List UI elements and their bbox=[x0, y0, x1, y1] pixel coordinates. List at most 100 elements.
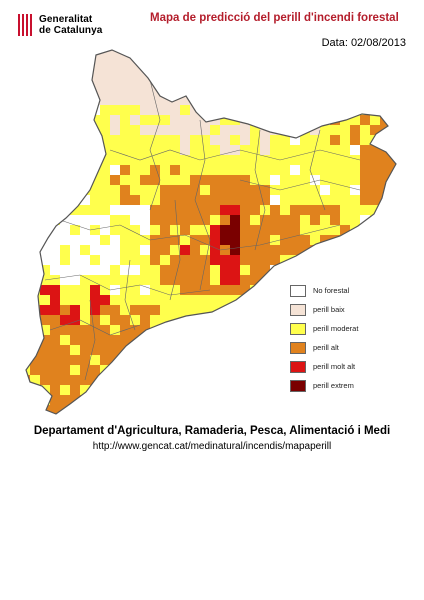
risk-cell bbox=[26, 145, 30, 155]
risk-cell bbox=[150, 85, 160, 95]
risk-cell bbox=[70, 255, 80, 265]
comarca-line bbox=[49, 319, 141, 336]
risk-cell bbox=[30, 275, 40, 285]
risk-cell bbox=[330, 105, 340, 115]
risk-cell bbox=[180, 50, 190, 55]
risk-cell bbox=[150, 375, 160, 385]
risk-cell bbox=[210, 185, 220, 195]
risk-cell bbox=[230, 175, 240, 185]
risk-cell bbox=[50, 385, 60, 395]
risk-cell bbox=[320, 105, 330, 115]
risk-cell bbox=[150, 395, 160, 405]
risk-cell bbox=[110, 405, 120, 414]
risk-cell bbox=[390, 415, 400, 425]
risk-cell bbox=[26, 50, 30, 55]
risk-cell bbox=[230, 385, 240, 395]
risk-cell bbox=[90, 325, 100, 335]
risk-cell bbox=[80, 205, 90, 215]
risk-cell bbox=[270, 275, 280, 285]
risk-cell bbox=[60, 345, 70, 355]
risk-cell bbox=[200, 265, 210, 275]
risk-cell bbox=[100, 85, 110, 95]
risk-cell bbox=[370, 285, 380, 295]
risk-cell bbox=[390, 395, 396, 405]
risk-cell bbox=[160, 75, 170, 85]
risk-cell bbox=[200, 325, 210, 335]
risk-cell bbox=[310, 85, 320, 95]
risk-cell bbox=[40, 95, 50, 105]
risk-cell bbox=[360, 375, 370, 385]
risk-cell bbox=[50, 50, 60, 55]
risk-cell bbox=[310, 95, 320, 105]
risk-cell bbox=[350, 165, 360, 175]
risk-cell bbox=[240, 235, 250, 245]
risk-cell bbox=[110, 105, 120, 115]
risk-cell bbox=[250, 185, 260, 195]
risk-cell bbox=[140, 75, 150, 85]
risk-cell bbox=[80, 95, 90, 105]
risk-cell bbox=[310, 165, 320, 175]
risk-cell bbox=[160, 245, 170, 255]
risk-cell bbox=[310, 395, 320, 405]
risk-cell bbox=[350, 195, 360, 205]
risk-cell bbox=[350, 295, 360, 305]
risk-cell bbox=[30, 75, 40, 85]
risk-cell bbox=[250, 265, 260, 275]
risk-cell bbox=[320, 185, 330, 195]
risk-cell bbox=[270, 305, 280, 315]
risk-cell bbox=[360, 205, 370, 215]
risk-cell bbox=[270, 315, 280, 325]
risk-cell bbox=[120, 275, 130, 285]
risk-cell bbox=[260, 75, 270, 85]
risk-cell bbox=[330, 185, 340, 195]
risk-cell bbox=[70, 175, 80, 185]
risk-cell bbox=[330, 165, 340, 175]
risk-cell bbox=[270, 395, 280, 405]
risk-cell bbox=[250, 255, 260, 265]
risk-cell bbox=[240, 165, 250, 175]
risk-cell bbox=[360, 85, 370, 95]
risk-cell bbox=[240, 55, 250, 65]
risk-cell bbox=[80, 335, 90, 345]
risk-cell bbox=[280, 415, 290, 425]
risk-cell bbox=[100, 295, 110, 305]
comarca-line bbox=[59, 219, 341, 251]
risk-cell bbox=[300, 215, 310, 225]
risk-cell bbox=[190, 205, 200, 215]
risk-cell bbox=[40, 135, 50, 145]
risk-cell bbox=[300, 235, 310, 245]
risk-cell bbox=[60, 285, 70, 295]
risk-cell bbox=[380, 135, 390, 145]
risk-cell bbox=[190, 415, 200, 425]
risk-cell bbox=[270, 50, 280, 55]
risk-cell bbox=[320, 255, 330, 265]
risk-cell bbox=[320, 125, 330, 135]
risk-cell bbox=[360, 245, 370, 255]
risk-cell bbox=[160, 305, 170, 315]
risk-cell bbox=[300, 145, 310, 155]
risk-cell bbox=[260, 355, 270, 365]
risk-cell bbox=[370, 345, 380, 355]
risk-cell bbox=[110, 355, 120, 365]
risk-cell bbox=[100, 315, 110, 325]
risk-cell bbox=[110, 225, 120, 235]
risk-cell bbox=[150, 195, 160, 205]
risk-cell bbox=[370, 185, 380, 195]
risk-cell bbox=[80, 235, 90, 245]
risk-cell bbox=[210, 245, 220, 255]
risk-cell bbox=[50, 225, 60, 235]
risk-cell bbox=[290, 265, 300, 275]
risk-cell bbox=[160, 205, 170, 215]
risk-cell bbox=[210, 175, 220, 185]
risk-cell bbox=[280, 255, 290, 265]
risk-cell bbox=[270, 245, 280, 255]
risk-cell bbox=[70, 75, 80, 85]
risk-cell bbox=[40, 75, 50, 85]
risk-cell bbox=[26, 195, 30, 205]
risk-cell bbox=[180, 285, 190, 295]
risk-cell bbox=[360, 235, 370, 245]
risk-cell bbox=[160, 315, 170, 325]
risk-cell bbox=[200, 65, 210, 75]
risk-cell bbox=[350, 405, 360, 414]
risk-cell bbox=[170, 245, 180, 255]
